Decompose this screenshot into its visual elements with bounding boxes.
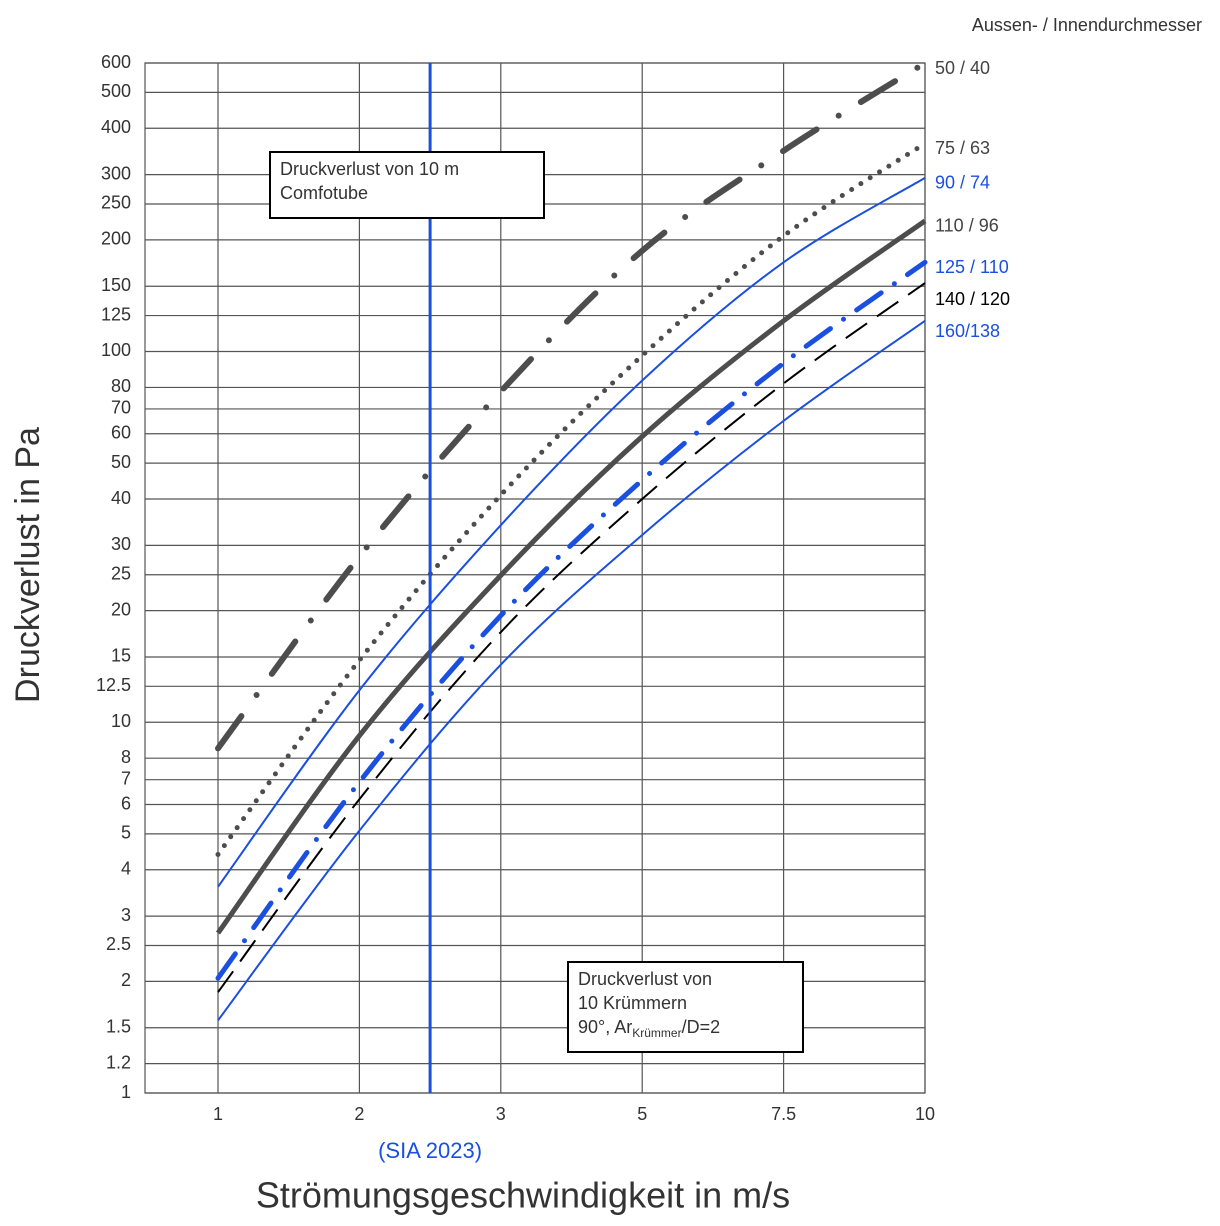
- annotation-text: 10 Krümmern: [578, 993, 687, 1013]
- legend-label: 50 / 40: [935, 58, 990, 78]
- y-tick-label: 50: [111, 452, 131, 472]
- annotation-box: [269, 151, 545, 219]
- series-line: [215, 259, 928, 981]
- y-tick-label: 70: [111, 398, 131, 418]
- x-tick-label: 1: [213, 1104, 223, 1124]
- x-tick-label: 7.5: [771, 1104, 796, 1124]
- legend-label: 160/138: [935, 321, 1000, 341]
- series-line: [215, 218, 927, 935]
- x-axis-label: Strömungsgeschwindigkeit in m/s: [256, 1175, 790, 1216]
- annotation-formula: Krümmer: [632, 1026, 681, 1040]
- y-tick-label: 12.5: [96, 675, 131, 695]
- annotation-formula: 90°, Ar: [578, 1017, 632, 1037]
- series-line: [215, 140, 928, 857]
- y-axis-label: Druckverlust in Pa: [9, 427, 47, 703]
- y-tick-label: 2.5: [106, 934, 131, 954]
- x-tick-label: 3: [496, 1104, 506, 1124]
- annotation-text: Druckverlust von: [578, 969, 712, 989]
- y-tick-label: 20: [111, 599, 131, 619]
- y-tick-label: 300: [101, 163, 131, 183]
- legend-label: 110 / 96: [935, 216, 999, 236]
- annotation-text: Comfotube: [280, 183, 368, 203]
- annotation-formula: /D=2: [682, 1017, 721, 1037]
- annotation-box: [567, 961, 804, 1053]
- y-tick-label: 400: [101, 117, 131, 137]
- y-tick-label: 200: [101, 229, 131, 249]
- y-tick-label: 60: [111, 423, 131, 443]
- y-tick-label: 7: [121, 768, 131, 788]
- y-tick-label: 250: [101, 193, 131, 213]
- legend-label: 125 / 110: [935, 257, 1009, 277]
- reference-label: (SIA 2023): [378, 1138, 482, 1163]
- annotation-text: Druckverlust von 10 m: [280, 159, 459, 179]
- legend-label: 140 / 120: [935, 289, 1010, 309]
- y-tick-label: 25: [111, 563, 131, 583]
- legend-label: 90 / 74: [935, 173, 990, 193]
- y-tick-label: 1: [121, 1082, 131, 1102]
- y-tick-label: 30: [111, 534, 131, 554]
- y-tick-label: 1.5: [106, 1016, 131, 1036]
- legend-label: 75 / 63: [935, 138, 990, 158]
- series-line: [215, 60, 928, 752]
- y-tick-label: 150: [101, 275, 131, 295]
- y-tick-label: 8: [121, 747, 131, 767]
- y-tick-label: 3: [121, 905, 131, 925]
- x-tick-label: 10: [915, 1104, 935, 1124]
- y-tick-label: 125: [101, 304, 131, 324]
- legend-title: Aussen- / Innendurchmesser: [972, 15, 1202, 35]
- x-tick-label: 2: [354, 1104, 364, 1124]
- series-line: [217, 319, 926, 1021]
- y-tick-label: 10: [111, 711, 131, 731]
- y-tick-label: 15: [111, 646, 131, 666]
- series-line: [217, 282, 926, 993]
- y-tick-label: 2: [121, 970, 131, 990]
- annotation-text: 90°, ArKrümmer/D=2: [578, 1017, 720, 1040]
- y-tick-label: 100: [101, 340, 131, 360]
- y-tick-label: 500: [101, 81, 131, 101]
- y-tick-label: 4: [121, 859, 131, 879]
- y-tick-label: 6: [121, 793, 131, 813]
- y-tick-label: 600: [101, 52, 131, 72]
- y-tick-label: 1.2: [106, 1052, 131, 1072]
- y-tick-label: 40: [111, 488, 131, 508]
- series-line: [217, 177, 926, 888]
- y-tick-label: 80: [111, 376, 131, 396]
- x-tick-label: 5: [637, 1104, 647, 1124]
- y-tick-label: 5: [121, 823, 131, 843]
